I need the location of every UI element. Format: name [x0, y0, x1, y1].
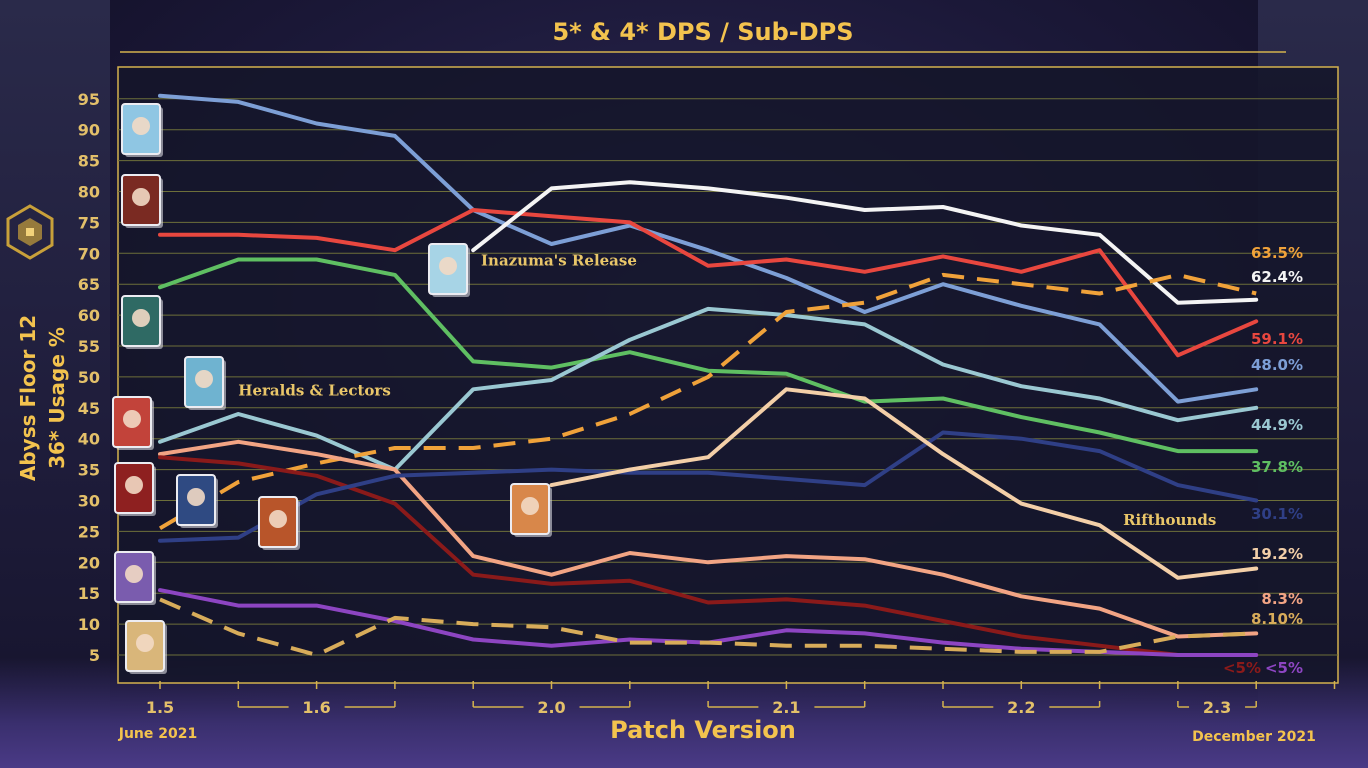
y-axis-label-line1: Abyss Floor 12: [16, 315, 40, 481]
avatar-face: [132, 188, 150, 206]
y-axis-label-line2: 36* Usage %: [45, 327, 69, 469]
annotation-label: Heralds & Lectors: [238, 381, 390, 399]
end-value-label: 30.1%: [1251, 505, 1303, 523]
end-value-label: 63.5%: [1251, 244, 1303, 262]
y-tick-label: 60: [78, 306, 100, 325]
y-tick-label: 95: [78, 90, 100, 109]
avatar-face: [125, 476, 143, 494]
avatar-face: [521, 497, 539, 515]
y-tick-label: 55: [78, 337, 100, 356]
y-tick-label: 40: [78, 430, 100, 449]
y-tick-label: 75: [78, 213, 100, 232]
series-line-klee: [158, 439, 1259, 639]
end-value-label: 8.10%: [1251, 610, 1303, 628]
series-line-yoimiya: [549, 387, 1259, 580]
y-tick-label: 50: [78, 368, 100, 387]
avatar-face: [123, 410, 141, 428]
end-value-label: 8.3%: [1261, 590, 1303, 608]
plot-area: [117, 66, 1339, 684]
end-value-label: 19.2%: [1251, 545, 1303, 563]
x-tick-label: 2.1: [772, 698, 800, 717]
background-pillar-left: [0, 0, 110, 768]
y-tick-label: 30: [78, 492, 100, 511]
series-line-childe: [158, 430, 1259, 543]
series-line-xiao: [158, 257, 1259, 454]
end-value-label: <5%: [1265, 659, 1303, 677]
y-tick-label: 65: [78, 275, 100, 294]
series-line-ningguang: [159, 597, 1257, 657]
avatar-face: [132, 117, 150, 135]
series-line-ganyu: [158, 93, 1259, 404]
y-tick-label: 35: [78, 461, 100, 480]
y-tick-label: 70: [78, 244, 100, 263]
series-line-diluc: [158, 455, 1259, 657]
series-line-raiden: [158, 272, 1257, 531]
avatar-face: [187, 488, 205, 506]
avatar-face: [195, 370, 213, 388]
date-start-label: June 2021: [118, 726, 197, 742]
end-value-label: 48.0%: [1251, 356, 1303, 374]
emblem-icon: [6, 204, 54, 260]
y-tick-label: 90: [78, 121, 100, 140]
x-tick-label: 1.6: [302, 698, 330, 717]
avatar-face: [125, 565, 143, 583]
y-tick-label: 10: [78, 615, 100, 634]
annotation-label: Rifthounds: [1123, 511, 1216, 529]
x-tick-label: 2.2: [1007, 698, 1035, 717]
end-value-label: 62.4%: [1251, 268, 1303, 286]
x-tick-label: 2.0: [537, 698, 565, 717]
x-tick-label: 1.5: [146, 698, 174, 717]
annotation-label: Inazuma's Release: [481, 252, 637, 270]
y-tick-label: 5: [89, 646, 100, 665]
y-tick-label: 15: [78, 584, 100, 603]
end-value-label: <5%: [1223, 659, 1261, 677]
end-value-label: 44.9%: [1251, 416, 1303, 434]
avatar-face: [439, 257, 457, 275]
avatar-face: [132, 309, 150, 327]
x-axis-title: Patch Version: [610, 716, 796, 744]
y-tick-label: 25: [78, 522, 100, 541]
chart-title: 5* & 4* DPS / Sub-DPS: [552, 18, 853, 46]
series-line-hu-tao: [158, 208, 1259, 358]
series-line-eula: [158, 306, 1259, 472]
date-end-label: December 2021: [1192, 729, 1316, 745]
y-tick-label: 80: [78, 183, 100, 202]
series-line-ayaka: [471, 180, 1259, 305]
end-value-label: 59.1%: [1251, 330, 1303, 348]
y-tick-label: 45: [78, 399, 100, 418]
x-tick-label: 2.3: [1203, 698, 1231, 717]
avatar-face: [269, 510, 287, 528]
end-value-label: 37.8%: [1251, 458, 1303, 476]
avatar-face: [136, 634, 154, 652]
y-tick-label: 20: [78, 553, 100, 572]
y-tick-label: 85: [78, 152, 100, 171]
